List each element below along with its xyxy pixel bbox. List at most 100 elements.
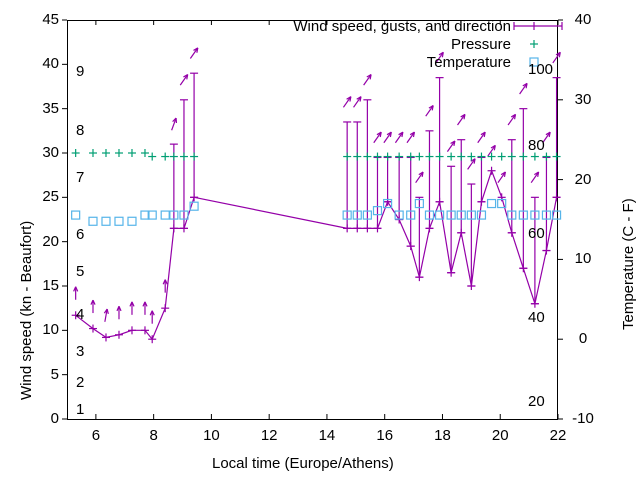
x-tick-label: 22 [549, 427, 567, 444]
wind-direction-arrowhead [534, 171, 539, 176]
beaufort-label: 4 [76, 306, 85, 323]
wind-direction-arrowhead [103, 308, 108, 314]
wind-direction-arrow [383, 131, 392, 144]
x-tick-label: 18 [434, 427, 451, 444]
legend-item-temperature-label: Temperature [426, 54, 511, 71]
y-left-tick-label: 5 [50, 365, 59, 383]
x-tick-label: 16 [376, 427, 394, 444]
wind-direction-arrowhead [513, 114, 517, 120]
wind-direction-arrowhead [453, 140, 456, 146]
temperature-marker [530, 210, 540, 220]
wind-direction-arrowhead [196, 47, 199, 53]
temperature-marker [114, 216, 124, 226]
x-tick-label: 10 [203, 427, 220, 444]
wind-direction-arrowhead [369, 74, 372, 80]
wind-direction-arrowhead [428, 104, 434, 109]
wind-direction-arrowhead [470, 158, 476, 162]
wind-direction-arrowhead [522, 82, 528, 87]
wind-direction-arrowhead [450, 140, 456, 145]
wind-direction-arrow [477, 131, 486, 144]
wind-direction-arrow [425, 105, 434, 117]
y-right-axis-title: Temperature (C - F) [620, 198, 637, 330]
wind-direction-arrowhead [463, 114, 466, 120]
wind-direction-arrowhead [409, 131, 415, 136]
wind-direction-arrowhead [421, 171, 424, 178]
wind-direction-arrow [497, 171, 506, 184]
x-tick-label: 12 [260, 427, 278, 444]
wind-direction-arrowhead [151, 310, 155, 316]
temperature-marker [551, 210, 562, 220]
temperature-marker [476, 210, 487, 220]
y-left-tick-label: 20 [42, 232, 59, 250]
beaufort-label: 6 [76, 226, 85, 243]
x-tick-label: 6 [91, 427, 101, 444]
y-left-tick-label: 0 [50, 410, 59, 427]
wind-direction-arrowhead [366, 73, 372, 78]
wind-direction-arrowhead [548, 131, 551, 138]
temperature-marker [101, 216, 111, 226]
y-left-tick-label: 15 [42, 277, 59, 294]
fahrenheit-label: 20 [528, 393, 545, 410]
wind-direction-arrowhead [386, 131, 392, 136]
temperature-marker [456, 210, 466, 220]
wind-direction-arrowhead [346, 96, 352, 100]
wind-direction-arrowhead [441, 52, 444, 58]
wind-direction-arrow [179, 74, 189, 86]
wind-direction-arrow [373, 131, 382, 144]
plot-frame [67, 20, 558, 420]
temperature-marker [88, 216, 98, 226]
temperature-marker [424, 210, 435, 220]
y-left-tick-label: 40 [42, 55, 59, 73]
y-left-axis-title: Wind speed (kn - Beaufort) [18, 220, 35, 400]
wind-direction-arrow [342, 96, 352, 108]
temperature-marker [169, 210, 179, 220]
y-right-tick-label: 20 [574, 170, 592, 188]
wind-direction-arrow [507, 114, 517, 126]
temperature-marker [362, 210, 372, 220]
wind-direction-arrow [435, 51, 444, 64]
beaufort-label: 7 [76, 169, 85, 186]
wind-direction-arrow [189, 47, 199, 59]
wind-direction-arrow [363, 74, 372, 86]
temperature-marker [127, 216, 137, 226]
wind-direction-arrowhead [162, 279, 166, 285]
y-left-tick-label: 10 [42, 321, 59, 339]
fahrenheit-label: 60 [528, 225, 545, 242]
wind-direction-arrowhead [510, 113, 516, 118]
temperature-marker [507, 210, 517, 220]
beaufort-label: 8 [76, 122, 85, 139]
wind-direction-arrowhead [460, 113, 466, 118]
temperature-marker [414, 198, 424, 209]
wind-direction-arrowhead [90, 299, 94, 305]
wind-direction-arrow [530, 171, 540, 184]
legend-item-wind-label: Wind speed, gusts, and direction [293, 18, 511, 35]
wind-direction-arrow [353, 96, 362, 108]
wind-direction-arrowhead [431, 105, 434, 111]
wind-direction-arrowhead [186, 74, 189, 80]
wind-direction-arrowhead [500, 171, 506, 176]
temperature-marker [372, 206, 383, 216]
wind-direction-arrow [519, 82, 528, 95]
temperature-marker [497, 198, 507, 209]
wind-direction-arrowhead [545, 131, 551, 136]
y-right-tick-label: 40 [574, 11, 592, 28]
wind-direction-arrowhead [92, 299, 96, 305]
y-left-tick-label: 35 [42, 99, 59, 117]
beaufort-label: 9 [76, 63, 85, 80]
wind-direction-arrow [171, 117, 177, 131]
wind-direction-arrow [446, 140, 456, 152]
x-tick-label: 8 [149, 427, 158, 444]
x-tick-label: 20 [491, 427, 509, 444]
x-tick-label: 14 [318, 427, 336, 444]
x-axis-title: Local time (Europe/Athens) [212, 455, 394, 472]
wind-direction-arrow [406, 131, 415, 144]
wind-direction-arrowhead [537, 171, 540, 178]
temperature-marker [486, 198, 497, 209]
wind-direction-arrowhead [389, 131, 392, 138]
y-right-tick-label: 10 [574, 250, 592, 268]
wind-direction-arrowhead [73, 286, 77, 292]
wind-direction-arrowhead [129, 301, 133, 307]
wind-direction-arrowhead [149, 310, 153, 316]
